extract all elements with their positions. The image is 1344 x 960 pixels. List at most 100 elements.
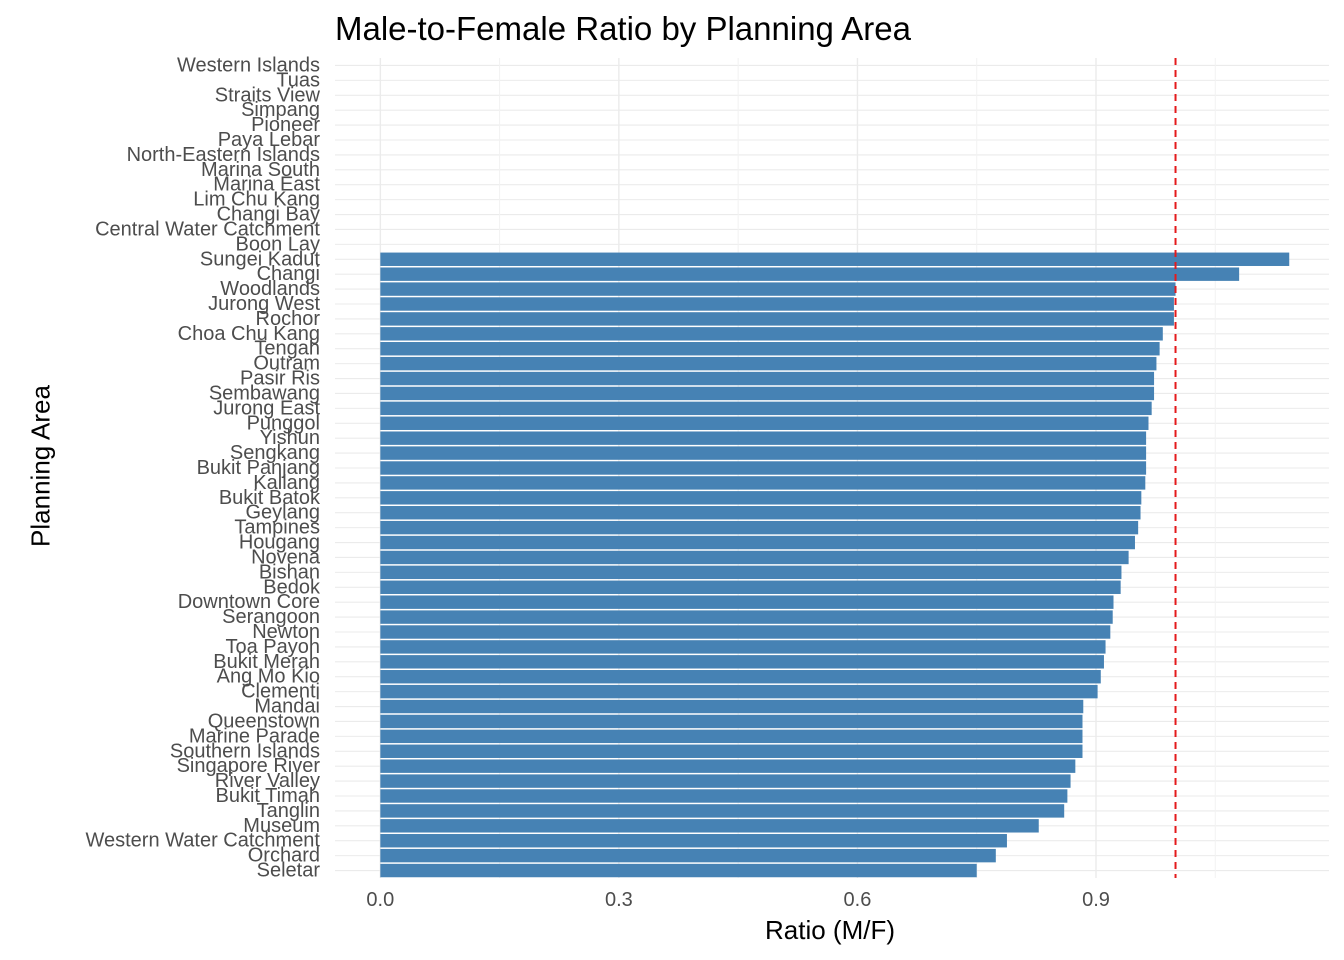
x-axis-title: Ratio (M/F) (765, 915, 895, 945)
y-tick-label: Bukit Batok (219, 487, 321, 509)
y-tick-label: Serangoon (222, 606, 320, 628)
y-tick-label: Tuas (276, 69, 320, 91)
bar (380, 282, 1176, 296)
bar (380, 416, 1149, 430)
bar (380, 789, 1068, 803)
y-tick-label: Geylang (246, 502, 321, 524)
y-tick-label: Novena (251, 546, 321, 568)
y-tick-label: Bedok (263, 576, 321, 598)
bar (380, 297, 1174, 311)
y-tick-label: Tampines (234, 517, 320, 539)
y-tick-label: River Valley (215, 770, 320, 792)
bar (380, 610, 1113, 624)
y-tick-label: Singapore River (177, 755, 321, 777)
bar (380, 774, 1071, 788)
bar (380, 804, 1065, 818)
bar (380, 252, 1290, 266)
y-tick-label: Kallang (253, 472, 320, 494)
bar (380, 401, 1152, 416)
bar (380, 386, 1155, 401)
y-tick-label: Marina East (213, 174, 320, 196)
bar (380, 506, 1141, 520)
bar (380, 342, 1160, 356)
bar (380, 729, 1083, 744)
y-tick-label: Tanglin (257, 800, 320, 822)
x-tick-label: 0.6 (844, 889, 872, 911)
y-tick-label: Simpang (241, 99, 320, 121)
y-tick-label: Museum (243, 815, 320, 837)
x-tick-label: 0.0 (366, 889, 394, 911)
y-tick-label: Punggol (247, 412, 320, 434)
y-tick-label: Mandai (254, 696, 320, 718)
y-tick-label: Bukit Panjang (197, 457, 320, 479)
chart-title: Male-to-Female Ratio by Planning Area (335, 10, 911, 47)
y-tick-label: Rochor (256, 308, 321, 330)
bar (380, 476, 1146, 490)
y-tick-label: Orchard (248, 845, 320, 867)
y-tick-label: Seletar (257, 860, 321, 882)
bar (380, 819, 1039, 833)
y-tick-label: Southern Islands (170, 740, 320, 762)
y-tick-label: North-Eastern Islands (127, 144, 320, 166)
bar (380, 714, 1083, 729)
y-axis-title: Planning Area (25, 385, 56, 547)
bar (380, 699, 1084, 714)
bar (380, 759, 1076, 773)
bar (380, 312, 1174, 326)
bar (380, 520, 1139, 535)
bar (380, 670, 1101, 684)
bar (380, 356, 1157, 371)
y-tick-label: Sengkang (230, 442, 320, 464)
bar (380, 446, 1147, 460)
y-tick-label: Toa Payoh (225, 636, 320, 658)
y-tick-label: Changi Bay (217, 204, 320, 226)
y-tick-label: Tengah (254, 338, 320, 360)
bar (380, 461, 1147, 475)
y-tick-label: Western Islands (177, 54, 320, 76)
x-tick-label: 0.3 (605, 889, 633, 911)
y-tick-label: Bukit Timah (216, 785, 320, 807)
y-tick-label: Clementi (241, 681, 320, 703)
y-tick-label: Marina South (201, 159, 320, 181)
y-tick-label: Ang Mo Kio (217, 666, 320, 688)
x-tick-labels: 0.0 0.3 0.6 0.9 (366, 889, 1109, 911)
y-tick-label: Woodlands (220, 278, 320, 300)
y-tick-label: Paya Lebar (218, 129, 321, 151)
bar (380, 684, 1098, 699)
bar (380, 834, 1007, 848)
bar (380, 565, 1122, 580)
bar (380, 550, 1129, 565)
y-tick-label: Boon Lay (235, 233, 320, 255)
y-tick-label: Central Water Catchment (95, 218, 320, 240)
bar (380, 640, 1106, 654)
x-tick-label: 0.9 (1082, 889, 1110, 911)
y-tick-label: Western Water Catchment (85, 830, 320, 852)
bar (380, 491, 1142, 505)
y-tick-label: Bukit Merah (213, 651, 320, 673)
y-tick-label: Pasir Ris (240, 368, 320, 390)
bar (380, 431, 1147, 445)
y-tick-label: Hougang (239, 532, 320, 554)
y-tick-label: Jurong East (213, 397, 320, 419)
bar (380, 655, 1104, 669)
bar (380, 267, 1240, 281)
y-tick-label: Straits View (215, 84, 321, 106)
y-tick-label: Jurong West (208, 293, 320, 315)
y-tick-label: Pioneer (251, 114, 320, 136)
bar (380, 595, 1114, 609)
y-tick-label: Newton (252, 621, 320, 643)
bar (380, 863, 977, 878)
bar (380, 371, 1155, 386)
y-tick-label: Downtown Core (178, 591, 320, 613)
bar (380, 848, 996, 863)
y-tick-label: Bishan (259, 561, 320, 583)
bar (380, 327, 1163, 341)
bar (380, 625, 1111, 639)
bar (380, 535, 1135, 550)
bar (380, 580, 1121, 594)
bar (380, 744, 1083, 758)
y-tick-label: Queenstown (208, 710, 320, 732)
y-tick-label: Sungei Kadut (200, 248, 321, 270)
